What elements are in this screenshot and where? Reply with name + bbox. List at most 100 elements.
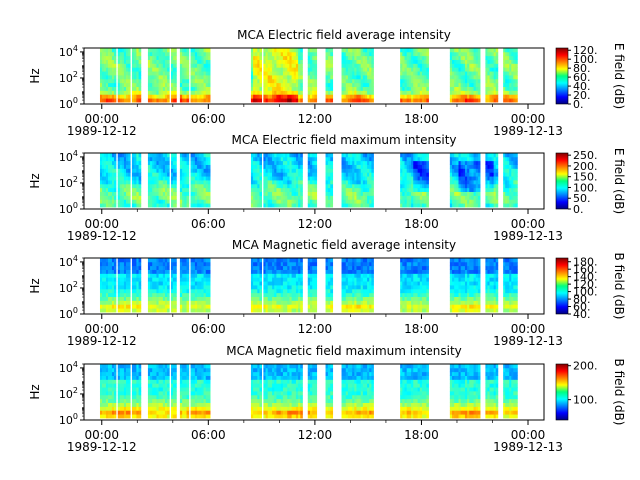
spectrogram-cell [123,168,127,173]
spectrogram-cell [152,71,155,76]
spectrogram-cell [464,86,468,91]
spectrogram-cell [109,75,113,80]
spectrogram-cell [126,304,129,309]
spectrogram-cell [207,98,211,103]
spectrogram-cell [422,199,425,204]
spectrogram-cell [503,86,506,91]
spectrogram-cell [182,261,185,267]
spectrogram-cell [131,98,135,103]
spectrogram-cell [171,67,174,72]
spectrogram-cell [103,300,107,305]
spectrogram-cell [462,75,466,80]
spectrogram-cell [174,71,177,76]
spectrogram-cell [314,269,318,274]
spectrogram-cell [257,195,260,200]
spectrogram-cell [162,156,166,162]
spectrogram-cell [310,191,313,196]
spectrogram-cell [263,183,266,189]
spectrogram-cell [172,292,175,297]
spectrogram-cell [507,75,510,80]
spectrogram-cell [287,156,290,162]
spectrogram-cell [253,75,256,80]
spectrogram-cell [162,90,166,95]
spectrogram-cell [293,51,297,57]
spectrogram-cell [452,71,455,76]
spectrogram-cell [107,67,111,72]
spectrogram-cell [174,164,177,169]
spectrogram-cell [345,258,349,263]
spectrogram-cell [253,203,256,208]
spectrogram-cell [456,51,459,57]
spectrogram-cell [119,78,123,84]
spectrogram-cell [293,258,297,263]
spectrogram-cell [274,172,277,177]
spectrogram-cell [113,82,117,87]
spectrogram-cell [347,86,351,91]
spectrogram-cell [138,82,142,87]
spectrogram-cell [493,63,497,68]
spectrogram-cell [456,153,459,158]
spectrogram-cell [201,269,204,274]
spectrogram-cell [280,296,284,301]
spectrogram-cell [413,78,416,84]
spectrogram-cell [121,258,125,263]
spectrogram-cell [205,82,209,87]
spectrogram-cell [515,51,518,57]
spectrogram-cell [171,98,174,103]
spectrogram-cell [158,304,162,309]
spectrogram-cell [269,82,273,87]
spectrogram-cell [507,63,510,68]
spectrogram-cell [330,63,334,68]
spectrogram-cell [105,86,109,91]
spectrogram-cell [458,94,462,99]
spectrogram-cell [345,164,349,169]
spectrogram-cell [172,176,175,181]
spectrogram-cell [276,75,279,80]
spectrogram-cell [138,300,142,305]
spectrogram-cell [103,86,107,91]
spectrogram-cell [360,265,364,270]
spectrogram-cell [511,48,514,53]
spectrogram-cell [400,51,403,57]
spectrogram-cell [199,265,202,270]
spectrogram-cell [293,261,297,267]
spectrogram-cell [101,86,105,91]
x-tick-label: 06:00 [191,217,226,231]
spectrogram-cell [289,156,292,162]
spectrogram-cell [99,71,103,76]
spectrogram-cell [307,292,311,297]
spectrogram-cell [172,183,175,189]
spectrogram-cell [109,160,113,165]
spectrogram-cell [269,86,273,91]
spectrogram-cell [291,277,295,282]
spectrogram-cell [471,153,474,158]
spectrogram-cell [411,199,414,204]
spectrogram-cell [113,265,117,270]
spectrogram-cell [117,269,121,274]
spectrogram-cell [150,269,153,274]
spectrogram-cell [138,86,142,91]
spectrogram-cell [117,82,121,87]
spectrogram-cell [426,67,429,72]
spectrogram-cell [255,48,258,53]
spectrogram-cell [454,199,457,204]
spectrogram-cell [171,195,174,200]
spectrogram-cell [312,199,315,204]
spectrogram-cell [278,180,282,185]
spectrogram-cell [255,300,258,305]
spectrogram-cell [408,51,412,57]
spectrogram-cell [207,176,211,181]
spectrogram-cell [426,82,429,87]
spectrogram-cell [367,160,370,165]
spectrogram-cell [205,203,209,208]
spectrogram-cell [138,292,142,297]
spectrogram-cell [280,273,284,278]
spectrogram-cell [487,71,490,76]
spectrogram-cell [515,67,518,72]
spectrogram-cell [312,94,315,99]
spectrogram-cell [278,277,282,282]
spectrogram-cell [400,183,403,189]
spectrogram-cell [147,153,151,158]
spectrogram-cell [513,164,516,169]
spectrogram-cell [471,82,474,87]
